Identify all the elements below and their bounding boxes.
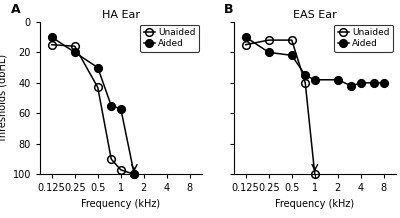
Aided xyxy=(358,82,363,84)
Aided xyxy=(49,36,54,38)
Unaided xyxy=(266,39,271,41)
Unaided xyxy=(72,45,77,48)
Unaided xyxy=(109,158,114,160)
Aided xyxy=(349,85,354,87)
Line: Aided: Aided xyxy=(48,33,138,178)
Aided xyxy=(118,107,123,110)
Aided xyxy=(266,51,271,54)
Aided xyxy=(289,54,294,57)
X-axis label: Frequency (kHz): Frequency (kHz) xyxy=(276,199,354,209)
Aided xyxy=(72,51,77,54)
Unaided xyxy=(312,173,317,176)
Unaided xyxy=(289,39,294,41)
Unaided xyxy=(303,82,308,84)
Unaided xyxy=(132,173,137,176)
Title: EAS Ear: EAS Ear xyxy=(293,10,337,20)
Line: Unaided: Unaided xyxy=(242,36,319,178)
Line: Aided: Aided xyxy=(242,33,388,90)
Aided xyxy=(312,78,317,81)
X-axis label: Frequency (kHz): Frequency (kHz) xyxy=(82,199,160,209)
Aided xyxy=(303,74,308,77)
Aided xyxy=(336,78,340,81)
Title: HA Ear: HA Ear xyxy=(102,10,140,20)
Unaided xyxy=(49,43,54,46)
Aided xyxy=(109,104,114,107)
Aided xyxy=(382,82,386,84)
Aided xyxy=(95,66,100,69)
Legend: Unaided, Aided: Unaided, Aided xyxy=(334,24,393,51)
Unaided xyxy=(243,43,248,46)
Y-axis label: Thresholds (dbHL): Thresholds (dbHL) xyxy=(0,54,7,143)
Legend: Unaided, Aided: Unaided, Aided xyxy=(140,24,199,51)
Aided xyxy=(372,82,377,84)
Aided xyxy=(132,173,137,176)
Unaided xyxy=(118,169,123,171)
Line: Unaided: Unaided xyxy=(48,41,138,178)
Text: B: B xyxy=(224,3,234,16)
Unaided xyxy=(95,86,100,89)
Text: A: A xyxy=(11,3,20,16)
Aided xyxy=(243,36,248,38)
